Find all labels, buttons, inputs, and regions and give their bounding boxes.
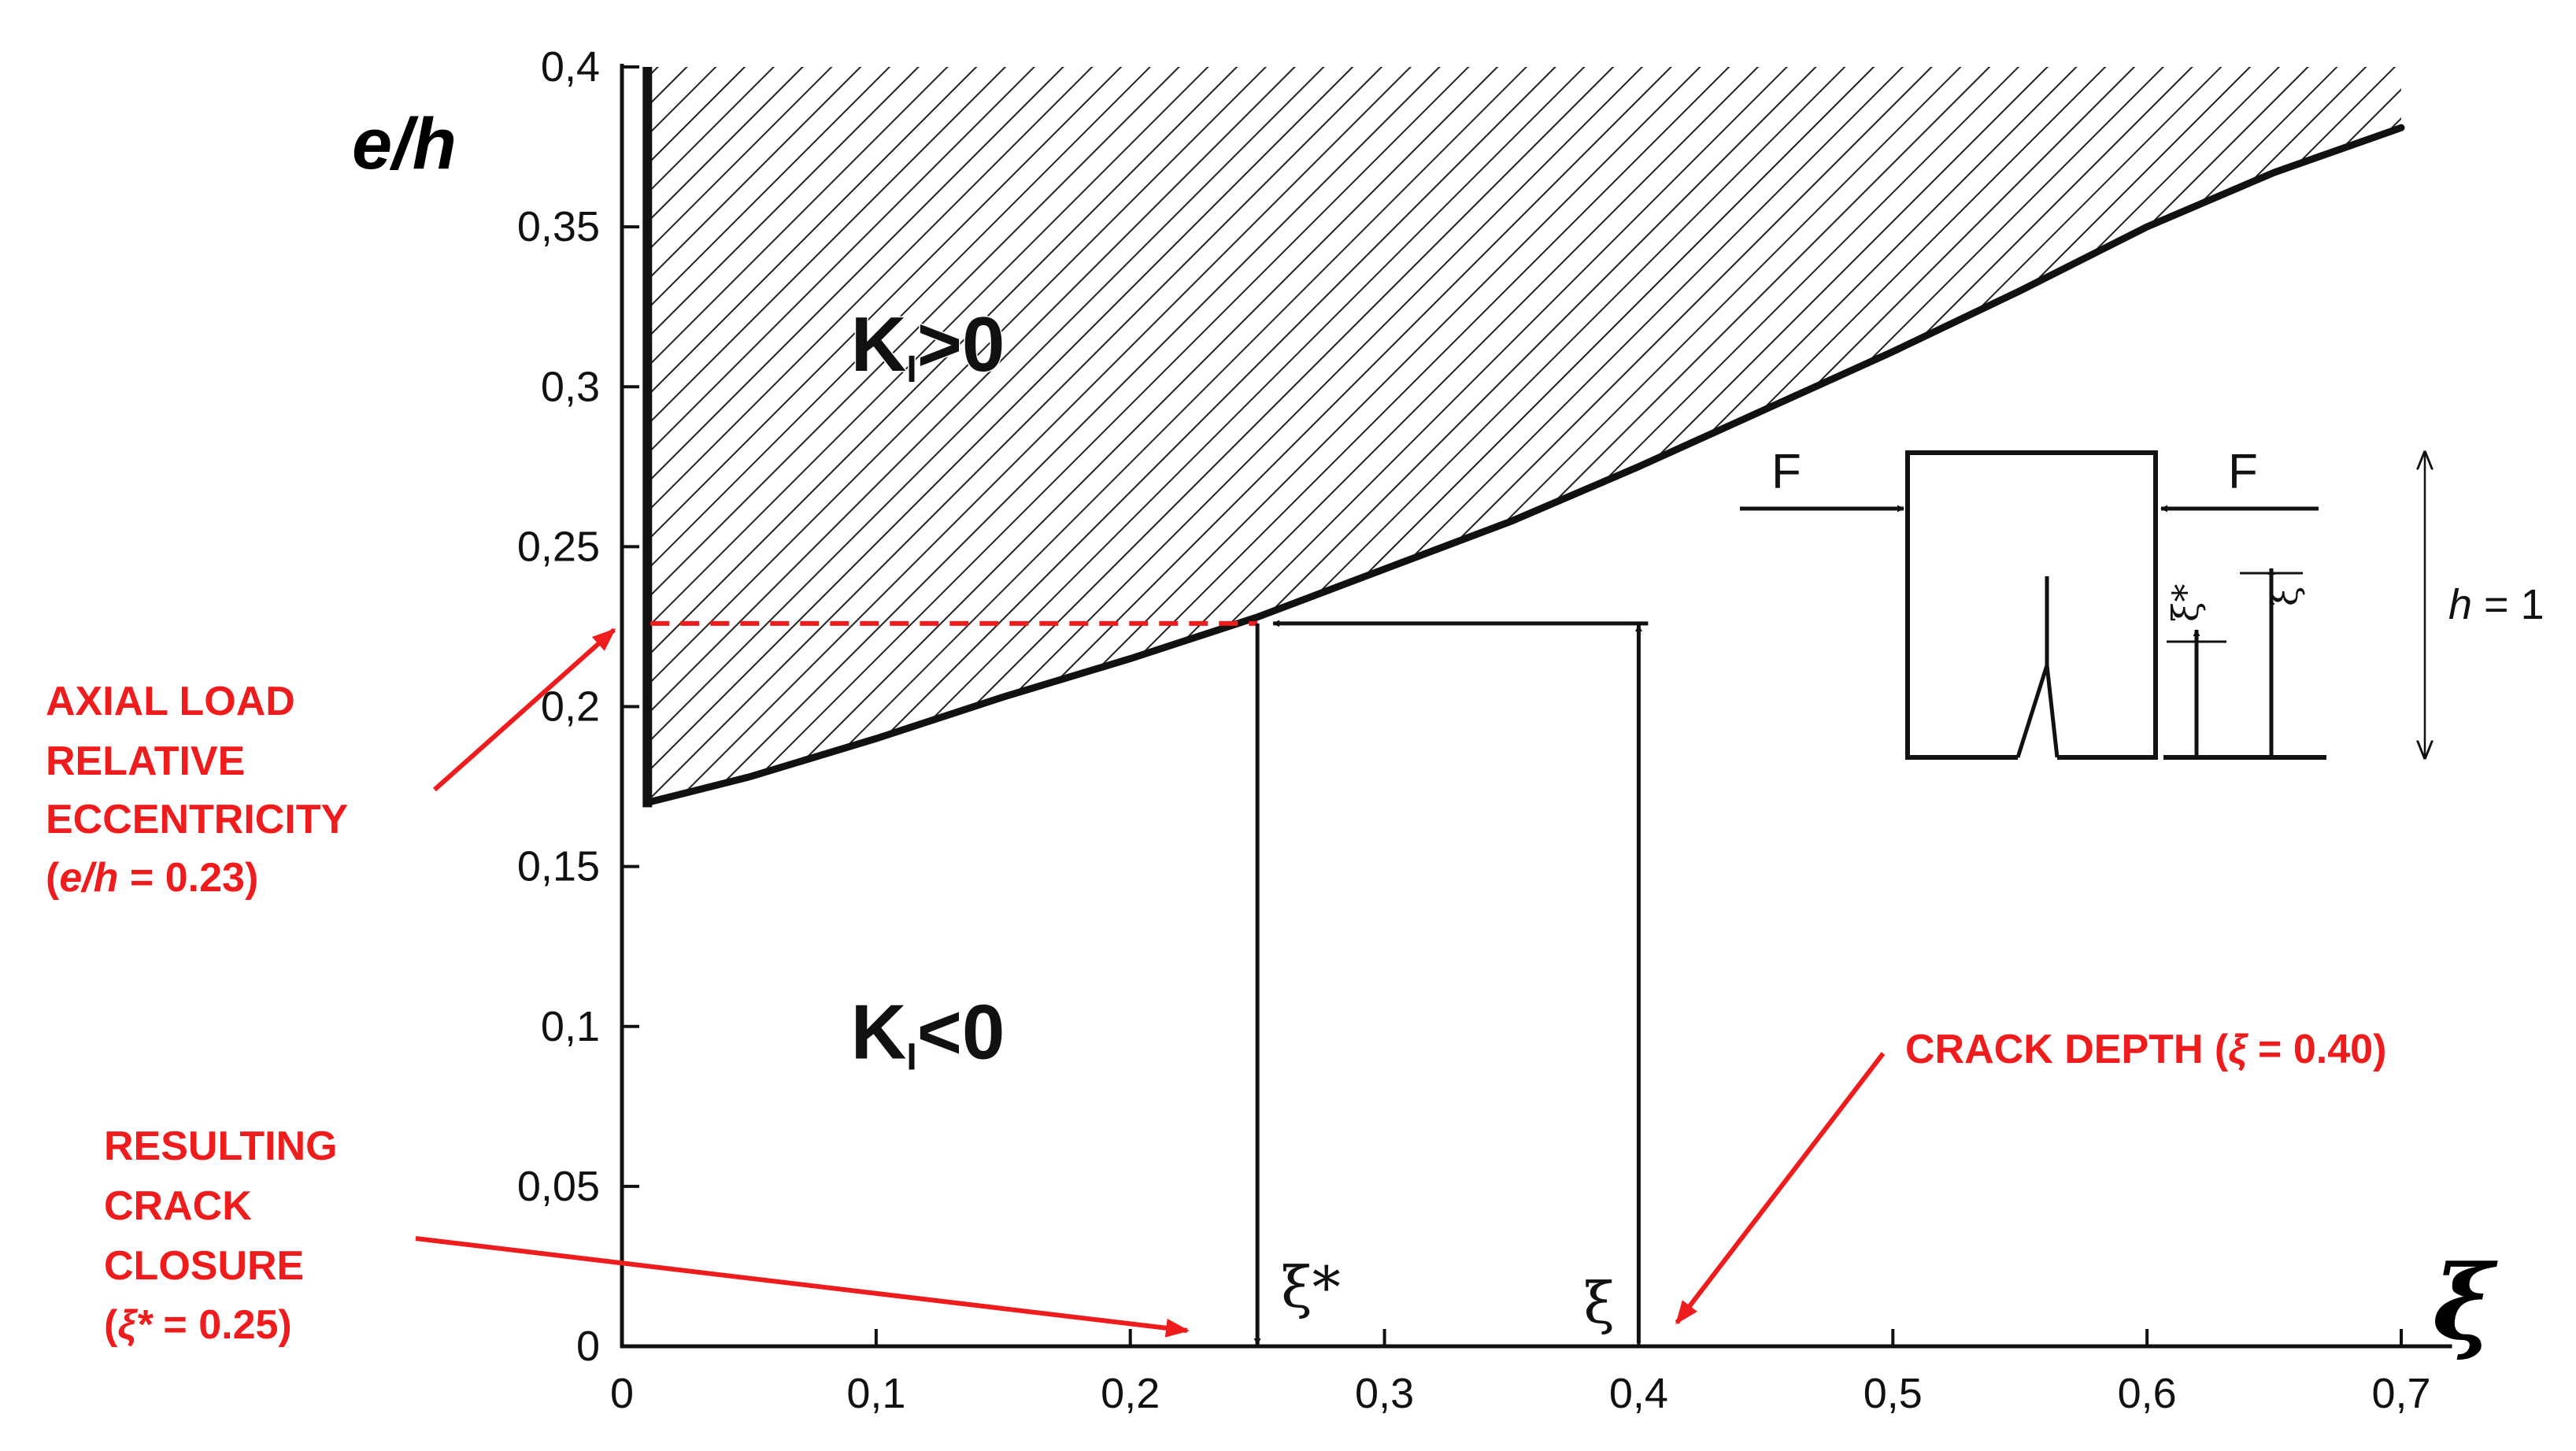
x-axis-title: ξ: [2433, 1242, 2498, 1363]
boundary-curve: [643, 124, 2405, 806]
eccentricity-annotation: AXIAL LOAD RELATIVE ECCENTRICITY (e/h = …: [46, 627, 616, 901]
crack-shape: [2015, 576, 2060, 758]
specimen-outline: [1905, 450, 2158, 760]
inset-xi-star-label: ξ*: [2164, 584, 2207, 622]
xi-axis-label: ξ: [1583, 1270, 1615, 1336]
y-tick-label: 0,1: [541, 1003, 600, 1050]
annotation-line: CLOSURE: [104, 1243, 304, 1289]
y-ticks: 0 0,05 0,1 0,15 0,2 0,25 0,3 0,35 0,4: [517, 43, 639, 1370]
x-tick-label: 0,5: [1864, 1370, 1923, 1417]
x-tick-label: 0,6: [2118, 1370, 2177, 1417]
x-tick-label: 0,7: [2371, 1370, 2430, 1417]
y-tick-label: 0: [576, 1323, 600, 1370]
x-tick-label: 0,2: [1101, 1370, 1160, 1417]
annotation-value: CRACK DEPTH (ξ = 0.40): [1905, 1027, 2386, 1072]
specimen-inset: F F ξ* ξ h = 1: [1740, 445, 2545, 760]
force-right-label: F: [2228, 445, 2258, 499]
x-tick-label: 0,4: [1609, 1370, 1668, 1417]
annotation-value: (e/h = 0.23): [46, 855, 258, 901]
annotation-line: CRACK: [104, 1183, 252, 1229]
region-label-kI-positive: KI>0: [851, 301, 1005, 391]
closure-annotation: RESULTING CRACK CLOSURE (ξ* = 0.25): [104, 1123, 1190, 1348]
height-label: h = 1: [2448, 581, 2545, 628]
x-tick-label: 0,1: [846, 1370, 905, 1417]
annotation-line: AXIAL LOAD: [46, 679, 295, 724]
y-tick-label: 0,25: [517, 523, 600, 570]
annotation-line: ECCENTRICITY: [46, 797, 348, 842]
y-tick-label: 0,4: [541, 43, 600, 91]
xi-star-axis-label: ξ*: [1281, 1254, 1341, 1320]
x-ticks: 0 0,1 0,2 0,3 0,4 0,5 0,6 0,7: [610, 1329, 2431, 1417]
x-tick-label: 0,3: [1355, 1370, 1414, 1417]
kI-positive-region: [647, 67, 2402, 803]
force-left-label: F: [1771, 445, 1801, 499]
y-tick-label: 0,3: [541, 363, 600, 410]
eccentricity-red-arrow: [433, 627, 616, 792]
depth-annotation: CRACK DEPTH (ξ = 0.40): [1675, 1027, 2386, 1325]
region-label-kI-negative: KI<0: [851, 988, 1005, 1078]
y-tick-label: 0,2: [541, 683, 600, 731]
closure-red-arrow: [415, 1236, 1190, 1338]
y-tick-label: 0,05: [517, 1163, 600, 1210]
inset-xi-label: ξ: [2263, 587, 2306, 606]
y-tick-label: 0,15: [517, 843, 600, 890]
y-tick-label: 0,35: [517, 203, 600, 250]
depth-red-arrow: [1675, 1052, 1886, 1325]
annotation-line: RESULTING: [104, 1123, 338, 1169]
y-axis-title: e/h: [352, 104, 457, 184]
annotation-value: (ξ* = 0.25): [104, 1302, 292, 1348]
x-tick-label: 0: [610, 1370, 634, 1417]
annotation-line: RELATIVE: [46, 738, 245, 784]
